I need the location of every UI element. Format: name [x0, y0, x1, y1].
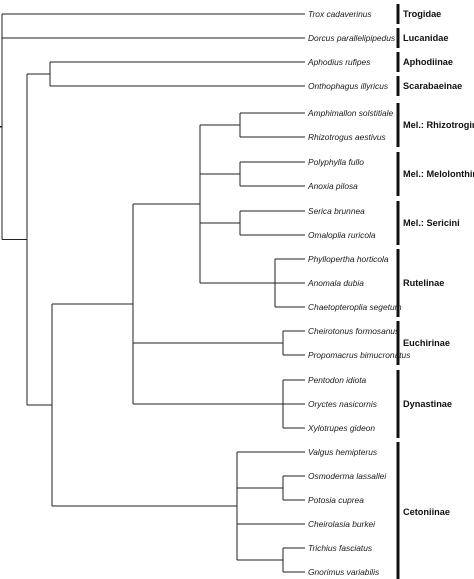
taxon-label: Chaetopteroplia segetum [308, 302, 402, 312]
group-label: Lucanidae [403, 33, 448, 43]
taxon-label: Amphimallon solstitiale [307, 108, 394, 118]
group-labels: Trogidae Lucanidae Aphodiinae Scarabaeinae M… [403, 9, 474, 517]
group-label: Rutelinae [403, 278, 444, 288]
taxon-label: Valgus hemipterus [308, 447, 378, 457]
tree-branches [0, 13, 305, 573]
taxon-label: Trox cadaverinus [308, 9, 372, 19]
taxon-labels: Trox cadaverinus Dorcus parallelipipedus A… [307, 9, 411, 577]
taxon-label: Potosia cuprea [308, 495, 364, 505]
taxon-label: Onthophagus illyricus [308, 81, 389, 91]
group-label: Aphodiinae [403, 57, 453, 67]
taxon-label: Xylotrupes gideon [307, 423, 375, 433]
group-label: Euchirinae [403, 338, 450, 348]
taxon-label: Rhizotrogus aestivus [308, 132, 387, 142]
taxon-label: Oryctes nasicornis [308, 399, 378, 409]
group-label: Mel.: Rhizotrogini [403, 120, 474, 130]
taxon-label: Cheirolasia burkei [308, 519, 376, 529]
group-label: Trogidae [403, 9, 441, 19]
taxon-label: Dorcus parallelipipedus [308, 33, 396, 43]
taxon-label: Omaloplia ruricola [308, 230, 376, 240]
taxon-label: Gnorimus variabilis [308, 567, 380, 577]
taxon-label: Anoxia pilosa [307, 181, 358, 191]
group-label: Mel.: Sericini [403, 218, 460, 228]
group-label: Dynastinae [403, 399, 452, 409]
taxon-label: Anomala dubia [307, 278, 364, 288]
taxon-label: Pentodon idiota [308, 375, 367, 385]
taxon-label: Propomacrus bimucronatus [308, 350, 411, 360]
taxon-label: Phyllopertha horticola [308, 254, 389, 264]
taxon-label: Cheirotonus formosanus [308, 326, 400, 336]
taxon-label: Osmoderma lassallei [308, 471, 387, 481]
taxon-label: Serica brunnea [308, 206, 365, 216]
taxon-label: Polyphylla fullo [308, 157, 364, 167]
group-label: Scarabaeinae [403, 81, 462, 91]
taxon-label: Aphodius rufipes [307, 57, 371, 67]
group-label: Cetoniinae [403, 507, 450, 517]
group-label: Mel.: Melolonthini [403, 169, 474, 179]
taxon-label: Trichius fasciatus [308, 543, 373, 553]
